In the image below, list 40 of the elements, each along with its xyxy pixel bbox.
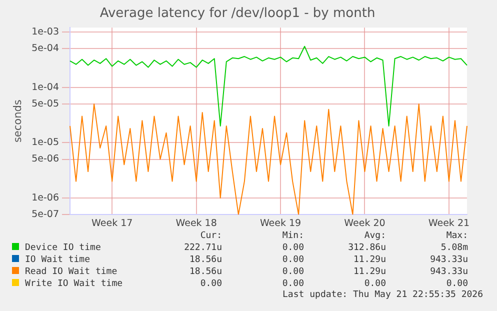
text: Cur:: [199, 230, 222, 242]
chart-title: Average latency for /dev/loop1 - by month: [100, 6, 376, 22]
text: Max:: [445, 230, 468, 242]
text: Avg:: [363, 230, 386, 242]
x-tick-label: Week 17: [92, 218, 133, 229]
y-axis-title: seconds: [12, 100, 24, 143]
y-tick-label: 1e-05: [32, 137, 60, 148]
text: 0.00: [281, 278, 304, 290]
text: 943.33u: [429, 266, 468, 278]
legend-label: Device IO time: [24, 242, 102, 254]
text: 5.08m: [440, 242, 468, 254]
y-tick-label: 5e-04: [32, 43, 60, 54]
text: 0.00: [281, 242, 304, 254]
legend-label: IO Wait time: [24, 254, 92, 266]
text: 943.33u: [429, 254, 468, 266]
x-tick-label: Week 21: [428, 218, 470, 229]
x-tick-label: Week 18: [176, 218, 217, 229]
text: 0.00: [445, 278, 468, 290]
text: 222.71u: [183, 242, 222, 254]
text: 0.00: [199, 278, 222, 290]
text: Last update: Thu May 21 22:55:35 2026: [282, 290, 483, 300]
text: 312.86u: [347, 242, 386, 254]
x-tick-label: Week 19: [260, 218, 302, 229]
y-tick-label: 1e-06: [32, 192, 60, 204]
y-tick-label: 5e-07: [32, 209, 60, 220]
y-tick-label: 5e-05: [32, 98, 60, 110]
text: 18.56u: [188, 266, 222, 278]
text: 0.00: [281, 254, 304, 266]
x-tick-label: Week 20: [344, 218, 386, 229]
text: 0.00: [363, 278, 386, 290]
text: 11.29u: [352, 266, 386, 278]
text: Min:: [281, 230, 304, 242]
y-tick-label: 1e-03: [32, 26, 60, 38]
y-tick-label: 5e-06: [32, 154, 60, 165]
legend-label: Read IO Wait time: [24, 266, 118, 278]
legend-label: Write IO Wait time: [24, 278, 124, 290]
y-tick-label: 1e-04: [32, 82, 60, 93]
text: 0.00: [281, 266, 304, 278]
text: 11.29u: [352, 254, 386, 266]
text: 18.56u: [188, 254, 222, 266]
